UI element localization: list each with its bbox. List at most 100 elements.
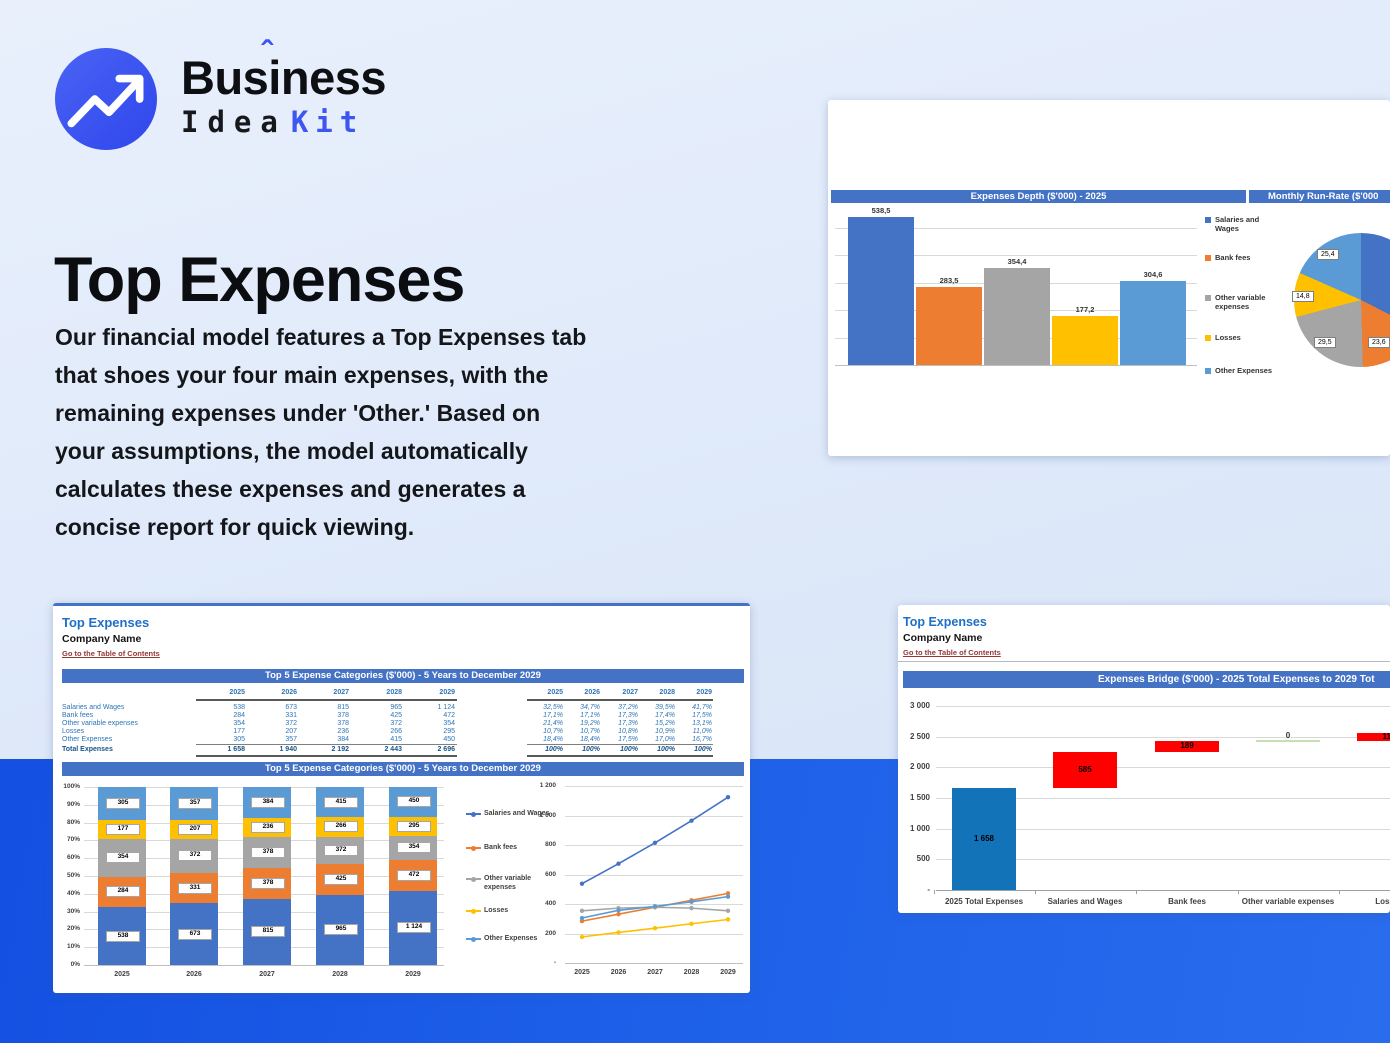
year-header: 2027	[333, 689, 349, 696]
legend-label: Other variable expenses	[1215, 293, 1266, 311]
ytick-label: 800	[545, 841, 556, 848]
legend-marker	[1205, 295, 1211, 301]
xtick-label: 2026	[610, 969, 627, 976]
data-point-marker	[652, 904, 658, 909]
total-cell-pct: 100%	[545, 746, 563, 753]
card-top5-expense-categories: Top Expenses Company Name Go to the Tabl…	[53, 603, 750, 993]
stack-value-label: 384	[251, 796, 285, 808]
stack-value-label: 354	[397, 842, 431, 854]
gridline	[84, 965, 444, 966]
total-topline	[527, 744, 713, 745]
table-cell-pct: 17,5%	[692, 712, 712, 719]
table-cell-pct: 11,0%	[692, 728, 712, 735]
ytick-label: 30%	[66, 907, 80, 915]
ytick-label: 1 000	[909, 823, 930, 833]
table-cell: 354	[443, 720, 455, 727]
bar-value-label: 354,4	[1007, 256, 1027, 266]
table-cell: 1 124	[437, 704, 455, 711]
table-of-contents-link[interactable]: Go to the Table of Contents	[903, 648, 1001, 657]
pie-label: 23,6	[1368, 337, 1390, 348]
waterfall-bar-increase	[1155, 740, 1219, 753]
year-header: 2027	[622, 689, 638, 696]
table-cell: 965	[390, 704, 402, 711]
chart-header-top5: Top 5 Expense Categories ($'000) - 5 Yea…	[62, 762, 744, 776]
waterfall-bar-total	[952, 788, 1016, 890]
gridline	[936, 797, 1390, 799]
waterfall-bar-label: 118	[1382, 732, 1390, 742]
xtick-label: Bank fees	[1168, 897, 1206, 906]
table-cell-pct: 19,2%	[580, 720, 600, 727]
stack-value-label: 266	[324, 821, 358, 833]
ytick-label: 2 500	[909, 731, 930, 741]
table-cell-pct: 10,7%	[580, 728, 600, 735]
stack-value-label: 284	[106, 886, 140, 898]
chart-header-monthly-run-rate: Monthly Run-Rate ($'000	[1249, 190, 1390, 203]
data-point-marker	[689, 921, 694, 926]
table-of-contents-link[interactable]: Go to the Table of Contents	[62, 649, 160, 658]
table-cell-pct: 17,3%	[618, 712, 638, 719]
table-cell: 236	[337, 728, 349, 735]
bar-1	[848, 217, 914, 365]
table-cell-pct: 18,4%	[580, 736, 600, 743]
table-cell: 207	[285, 728, 297, 735]
sheet-title: Top Expenses	[62, 615, 150, 630]
card-expenses-bridge: Top Expenses Company Name Go to the Tabl…	[898, 605, 1390, 913]
stack-value-label: 378	[251, 877, 285, 889]
stack-value-label: 177	[106, 823, 140, 835]
stack-value-label: 415	[324, 796, 358, 808]
gridline	[565, 786, 743, 787]
ytick-label: 20%	[66, 925, 80, 933]
pie-label: 29,5	[1314, 337, 1336, 348]
row-label: Salaries and Wages	[62, 704, 125, 711]
brand-subline: Idea Kit	[181, 108, 386, 137]
table-cell-pct: 10,7%	[543, 728, 563, 735]
stack-value-label: 372	[324, 844, 358, 856]
table-cell-pct: 10,8%	[618, 728, 638, 735]
brand-word-pre: Bus	[181, 51, 269, 104]
legend-dot-marker	[471, 936, 476, 942]
table-cell: 357	[285, 736, 297, 743]
gridline	[565, 874, 743, 876]
year-header: 2026	[281, 689, 297, 696]
waterfall-bar-label: 1 658	[973, 834, 995, 844]
xtick-label: Losses	[1375, 897, 1390, 906]
table-cell-pct: 21,4%	[543, 720, 563, 727]
year-underline	[196, 699, 457, 701]
pie-label: 25,4	[1317, 249, 1339, 260]
pie-label: 14,8	[1292, 291, 1314, 302]
year-header: 2028	[659, 689, 675, 696]
sheet-company-name: Company Name	[903, 632, 983, 644]
legend-dot-marker	[471, 876, 476, 882]
total-cell-pct: 100%	[694, 746, 712, 753]
table-cell: 378	[337, 720, 349, 727]
year-header: 2028	[386, 689, 402, 696]
xtick-label: 2026	[186, 971, 202, 978]
xtick-label: 2028	[332, 971, 348, 978]
data-point-marker	[579, 918, 585, 924]
stack-value-label: 236	[251, 822, 285, 834]
total-cell: 1 658	[227, 746, 245, 753]
table-cell-pct: 34,7%	[580, 704, 600, 711]
x-axis-tick	[933, 890, 935, 894]
ytick-label: 40%	[66, 889, 80, 897]
brand-wordmark: Busi ˆ ness Idea Kit	[181, 37, 387, 137]
stack-value-label: 331	[178, 882, 212, 894]
ytick-label: 1 500	[909, 792, 930, 802]
total-topline	[196, 744, 457, 745]
table-cell-pct: 10,9%	[655, 728, 675, 735]
waterfall-bar-label: 0	[1285, 730, 1291, 740]
table-cell-pct: 41,7%	[692, 704, 712, 711]
xtick-label: 2029	[405, 971, 421, 978]
table-cell: 372	[285, 720, 297, 727]
stack-value-label: 378	[251, 847, 285, 859]
data-point-marker	[725, 891, 731, 896]
table-cell-pct: 17,1%	[543, 712, 563, 719]
table-cell: 815	[337, 704, 349, 711]
stack-value-label: 450	[397, 796, 431, 808]
legend-label: Other variable expenses	[484, 875, 532, 891]
xtick-label: 2025	[114, 971, 130, 978]
table-cell-pct: 18,4%	[543, 736, 563, 743]
data-point-marker	[689, 818, 694, 823]
data-point-marker	[616, 911, 621, 917]
table-cell: 472	[443, 712, 455, 719]
